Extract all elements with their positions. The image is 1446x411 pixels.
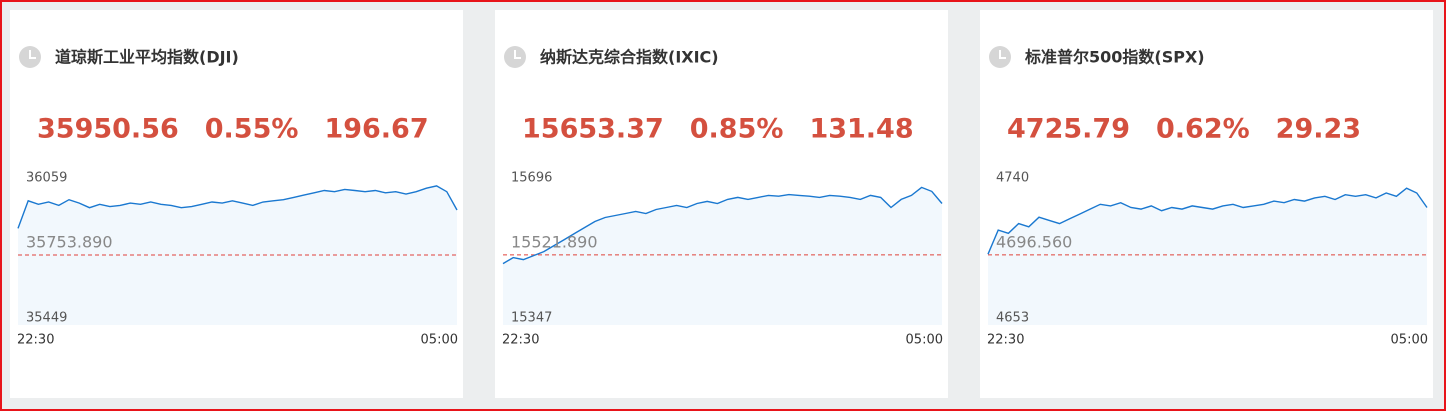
card-title: 标准普尔500指数(SPX): [1024, 48, 1205, 67]
quote-value: 196.67: [324, 114, 428, 145]
quote-value: 15653.37: [522, 114, 664, 145]
x-tick-label: 22:30: [17, 333, 54, 348]
x-tick-label: 05:00: [906, 333, 943, 348]
y-tick-label: 36059: [26, 171, 67, 186]
quote-value: 4725.79: [1007, 114, 1130, 145]
quote-value: 131.48: [809, 114, 913, 145]
reference-label: 15521.890: [511, 232, 598, 251]
y-tick-label: 15696: [511, 171, 552, 186]
quote-value: 35950.56: [37, 114, 179, 145]
y-tick-label: 15347: [511, 311, 552, 326]
x-tick-label: 22:30: [502, 333, 539, 348]
quote-value: 0.62%: [1156, 114, 1250, 145]
card-title: 道琼斯工业平均指数(DJI): [55, 48, 239, 67]
quote-value: 0.55%: [205, 114, 299, 145]
x-tick-label: 05:00: [421, 333, 458, 348]
clock-hands: [514, 50, 521, 59]
reference-label: 35753.890: [26, 233, 113, 252]
x-tick-label: 22:30: [987, 333, 1024, 348]
quote-value: 0.85%: [690, 114, 784, 145]
index-card: 纳斯达克综合指数(IXIC) 15653.37 0.85% 131.48 15521.8…: [495, 10, 948, 398]
quote-value: 29.23: [1276, 114, 1361, 145]
price-line: [987, 187, 1428, 255]
price-line: [502, 186, 943, 265]
y-tick-label: 4740: [996, 171, 1029, 186]
area: [988, 188, 1427, 325]
price-line: [17, 185, 458, 229]
reference-label: 4696.560: [996, 232, 1072, 251]
y-tick-label: 35449: [26, 311, 67, 326]
x-tick-label: 05:00: [1391, 333, 1428, 348]
clock-hands: [999, 50, 1006, 59]
card-title: 纳斯达克综合指数(IXIC): [540, 48, 719, 67]
clock-hands: [29, 50, 36, 59]
y-tick-label: 4653: [996, 311, 1029, 326]
index-card: 道琼斯工业平均指数(DJI) 35950.56 0.55% 196.67 35753.8…: [10, 10, 463, 398]
area: [503, 187, 942, 325]
index-card: 标准普尔500指数(SPX) 4725.79 0.62% 29.23 4696.560 4…: [980, 10, 1433, 398]
